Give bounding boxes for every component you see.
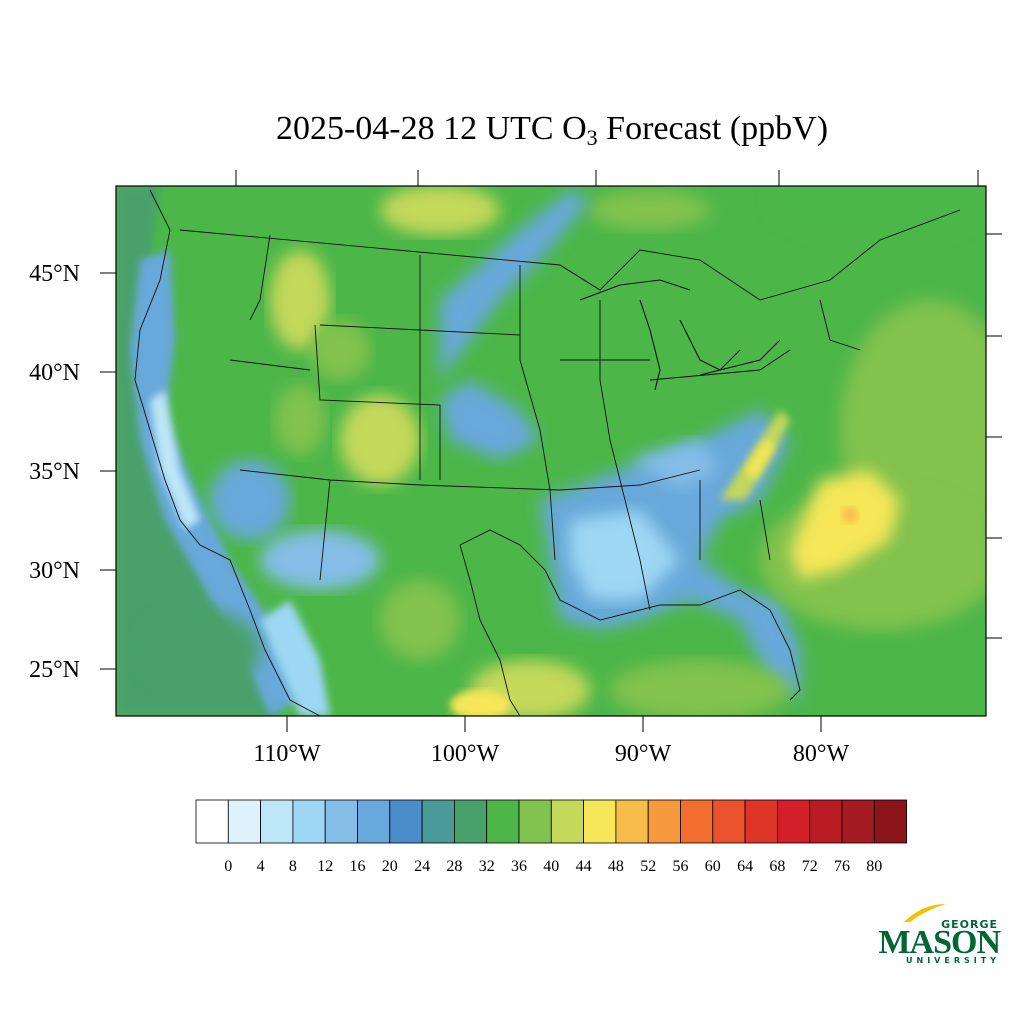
map-title: 2025-04-28 12 UTC O3 Forecast (ppbV) — [0, 110, 1024, 151]
colorbar-label: 12 — [317, 858, 333, 875]
colorbar-label: 32 — [479, 858, 495, 875]
colorbar-swatch — [873, 799, 907, 844]
colorbar-swatch — [777, 799, 811, 844]
colorbar-swatch — [615, 799, 649, 844]
colorbar-label: 8 — [289, 858, 297, 875]
colorbar-label: 4 — [257, 858, 265, 875]
colorbar-label: 48 — [608, 858, 624, 875]
title-suffix: Forecast (ppbV) — [597, 110, 829, 147]
colorbar-swatch — [421, 799, 455, 844]
logo-line-mason: MASON — [878, 924, 1001, 961]
lon-label-90: 90°W — [615, 741, 672, 767]
colorbar-swatch — [809, 799, 843, 844]
colorbar-swatch — [486, 799, 520, 844]
colorbar-swatch — [227, 799, 262, 844]
lon-label-110: 110°W — [253, 741, 321, 767]
top-ticks — [235, 170, 979, 186]
colorbar-labels: 0 4 8 12 16 20 24 28 32 36 40 44 48 52 56 60 64 68 72 76 80 — [224, 858, 882, 875]
colorbar-label: 72 — [802, 858, 818, 875]
colorbar-label: 56 — [673, 858, 689, 875]
lon-label-80: 80°W — [793, 741, 850, 767]
title-prefix: 2025-04-28 12 UTC O — [275, 110, 587, 147]
lat-label-45: 45°N — [29, 261, 80, 287]
colorbar-label: 80 — [866, 858, 882, 875]
colorbar-swatch — [389, 799, 423, 844]
colorbar-label: 44 — [576, 858, 592, 875]
colorbar-swatch — [583, 799, 617, 844]
title-subscript: 3 — [586, 125, 598, 150]
bottom-ticks — [286, 716, 822, 732]
colorbar-swatch — [195, 799, 229, 844]
colorbar-label: 76 — [834, 858, 850, 875]
colorbar-swatch — [680, 799, 714, 844]
colorbar-label: 52 — [640, 858, 656, 875]
state-borders — [134, 189, 961, 716]
ozone-field — [116, 186, 986, 716]
colorbar-label: 36 — [511, 858, 527, 875]
right-ticks — [986, 233, 1002, 639]
swoosh-icon — [904, 904, 946, 922]
colorbar-label: 0 — [224, 858, 232, 875]
lat-label-25: 25°N — [29, 657, 80, 683]
colorbar-swatch — [357, 799, 391, 844]
lon-label-100: 100°W — [431, 741, 500, 767]
colorbar-label: 20 — [382, 858, 398, 875]
great-lakes — [579, 279, 781, 391]
colorbar-label: 40 — [543, 858, 559, 875]
colorbar-label: 16 — [350, 858, 366, 875]
colorbar-swatch — [518, 799, 552, 844]
colorbar-label: 68 — [769, 858, 785, 875]
colorbar-swatch — [744, 799, 778, 844]
colorbar-swatch — [453, 799, 488, 844]
colorbar-swatch — [324, 799, 358, 844]
colorbar-swatch — [841, 799, 875, 844]
logo-line-george: GEORGE — [941, 918, 998, 931]
colorbar — [195, 799, 907, 844]
colorbar-swatch — [292, 799, 326, 844]
map-frame — [115, 185, 987, 717]
gmu-logo: GEORGE MASON UNIVERSITY — [878, 898, 1001, 968]
lat-label-30: 30°N — [29, 558, 80, 584]
colorbar-swatch — [712, 799, 746, 844]
lat-label-40: 40°N — [29, 360, 80, 386]
colorbar-swatch — [260, 799, 294, 844]
colorbar-label: 28 — [446, 858, 462, 875]
logo-line-university: UNIVERSITY — [906, 956, 1000, 965]
colorbar-swatch — [647, 799, 681, 844]
colorbar-label: 60 — [705, 858, 721, 875]
colorbar-label: 24 — [414, 858, 430, 875]
colorbar-label: 64 — [737, 858, 753, 875]
lat-label-35: 35°N — [29, 459, 80, 485]
colorbar-swatch — [550, 799, 584, 844]
left-ticks — [100, 272, 116, 670]
